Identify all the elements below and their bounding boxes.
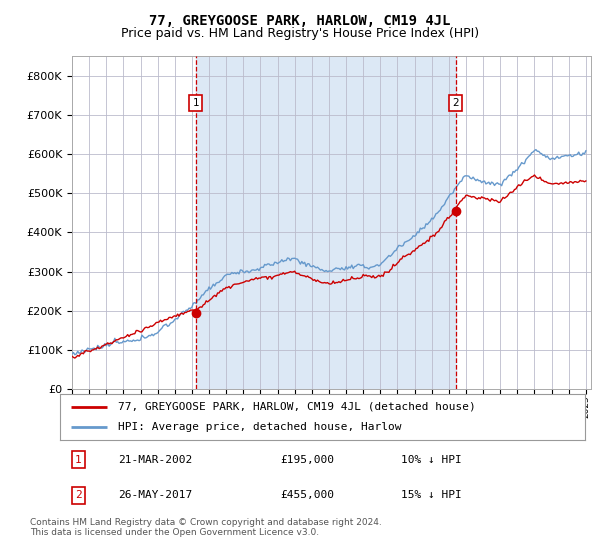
- Text: 1: 1: [193, 98, 199, 108]
- Text: Contains HM Land Registry data © Crown copyright and database right 2024.
This d: Contains HM Land Registry data © Crown c…: [30, 518, 382, 538]
- Text: 1: 1: [75, 455, 82, 465]
- Text: 2: 2: [75, 491, 82, 500]
- Text: 26-MAY-2017: 26-MAY-2017: [118, 491, 192, 500]
- Text: 21-MAR-2002: 21-MAR-2002: [118, 455, 192, 465]
- Text: 10% ↓ HPI: 10% ↓ HPI: [401, 455, 462, 465]
- Text: 15% ↓ HPI: 15% ↓ HPI: [401, 491, 462, 500]
- Text: HPI: Average price, detached house, Harlow: HPI: Average price, detached house, Harl…: [118, 422, 401, 432]
- Bar: [196, 56, 455, 389]
- Text: 77, GREYGOOSE PARK, HARLOW, CM19 4JL: 77, GREYGOOSE PARK, HARLOW, CM19 4JL: [149, 14, 451, 28]
- Text: £195,000: £195,000: [281, 455, 335, 465]
- Text: Price paid vs. HM Land Registry's House Price Index (HPI): Price paid vs. HM Land Registry's House …: [121, 27, 479, 40]
- Text: 2: 2: [452, 98, 459, 108]
- Text: 77, GREYGOOSE PARK, HARLOW, CM19 4JL (detached house): 77, GREYGOOSE PARK, HARLOW, CM19 4JL (de…: [118, 402, 476, 412]
- Text: £455,000: £455,000: [281, 491, 335, 500]
